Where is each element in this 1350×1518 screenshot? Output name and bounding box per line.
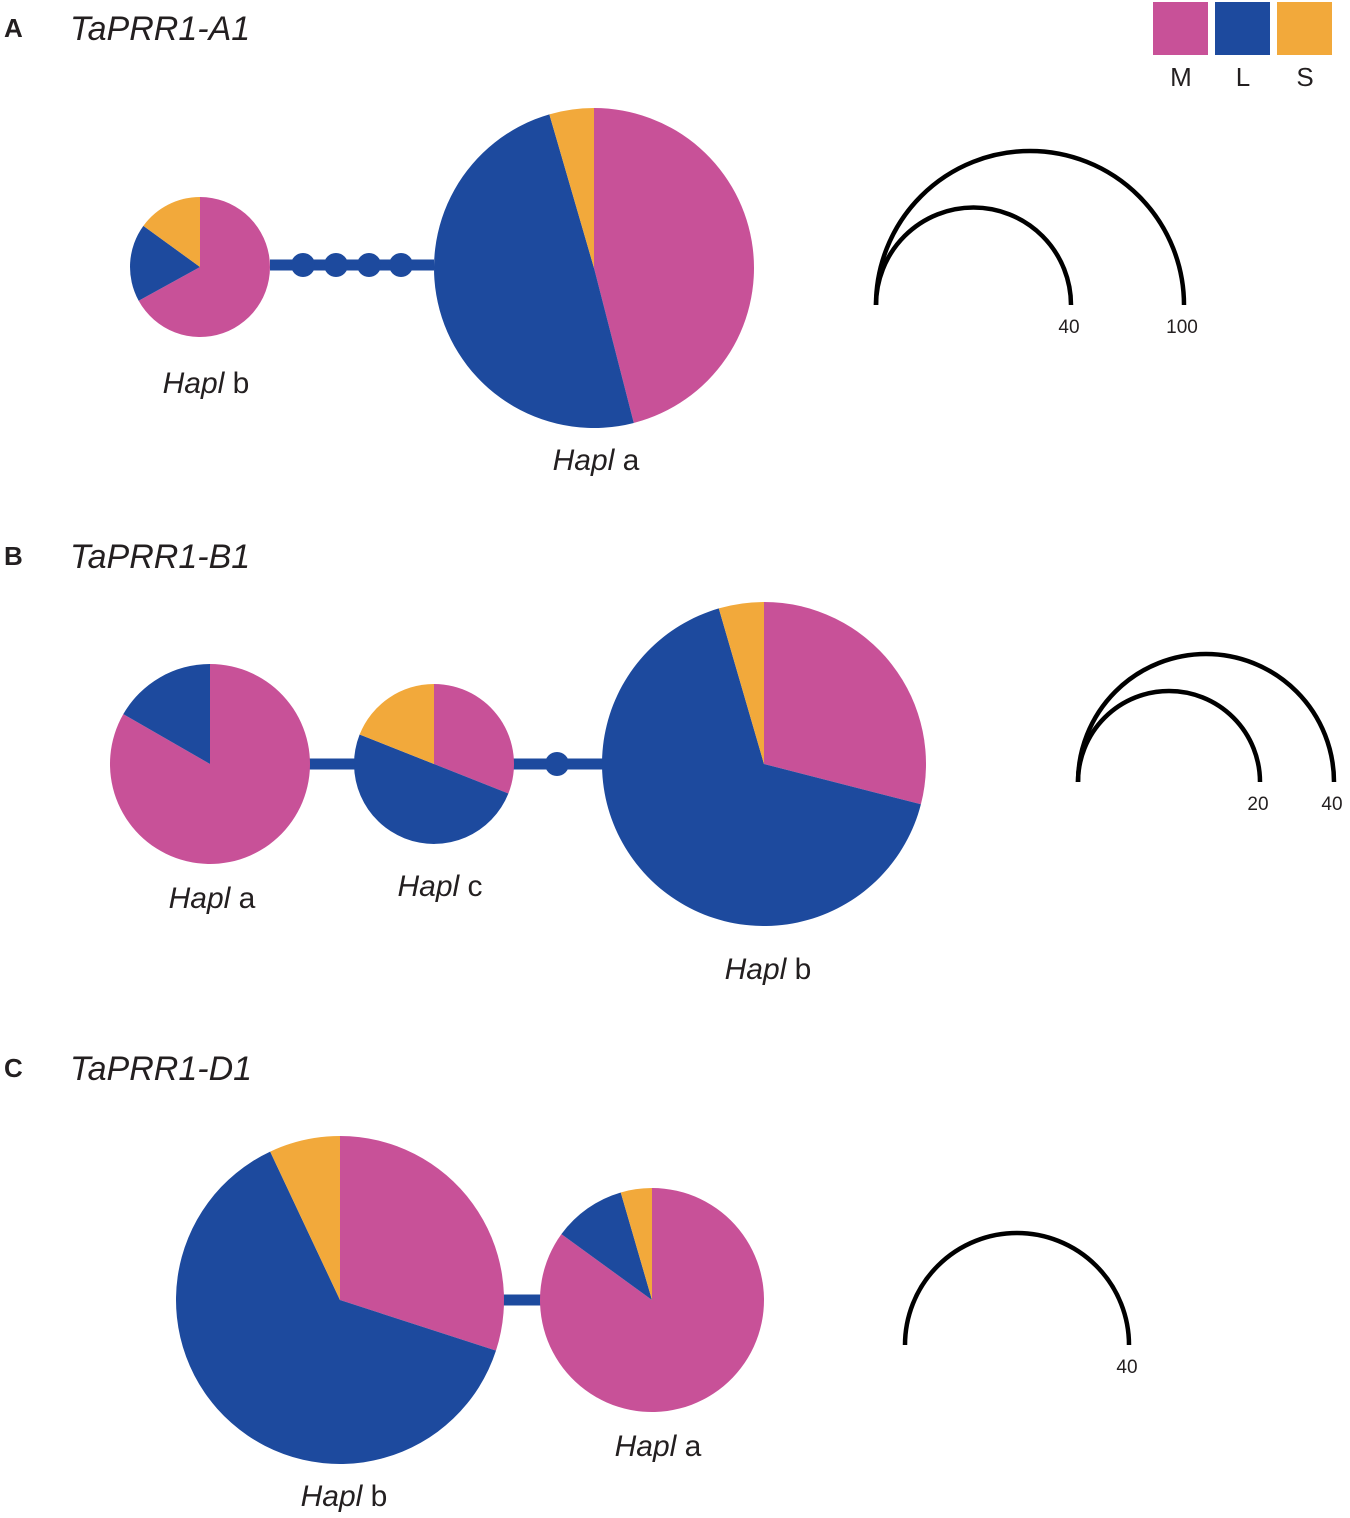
haplotype-prefix: Hapl	[397, 870, 460, 903]
panel-letter: B	[4, 541, 23, 571]
legend-label: S	[1296, 62, 1313, 92]
gene-name: TaPRR1-A1	[70, 10, 250, 48]
legend-swatch	[1277, 2, 1332, 55]
scale-label: 40	[1321, 794, 1342, 815]
pie-slice	[354, 734, 509, 844]
pie-slice	[434, 684, 514, 794]
pie-slice	[620, 1188, 652, 1300]
pie-slice	[718, 602, 764, 764]
haplotype-suffix: b	[795, 953, 812, 986]
scale-arc	[1075, 651, 1337, 783]
pie-slice	[270, 1136, 340, 1300]
gene-name: TaPRR1-D1	[70, 1050, 252, 1088]
mutation-step	[291, 253, 315, 277]
legend-label: M	[1170, 62, 1192, 92]
pie-slice	[594, 108, 754, 423]
pie-slice	[764, 602, 926, 805]
haplotype-label: Hapl c	[397, 870, 482, 903]
mutation-step	[389, 253, 413, 277]
gene-name: TaPRR1-B1	[70, 538, 250, 576]
pie-slice	[143, 197, 200, 267]
pie-slice	[175, 1151, 496, 1464]
pie-slice	[138, 197, 271, 337]
haplotype-suffix: b	[371, 1480, 388, 1513]
pie-slice	[549, 108, 594, 268]
haplotype-prefix: Hapl	[725, 953, 788, 986]
haplotype-prefix: Hapl	[553, 444, 616, 477]
haplotype-suffix: a	[623, 444, 640, 477]
haplotype-prefix: Hapl	[301, 1480, 364, 1513]
haplotype-suffix: c	[468, 870, 483, 903]
haplotype-label: Hapl b	[725, 953, 812, 986]
scale-arc	[873, 148, 1187, 306]
haplotype-prefix: Hapl	[169, 882, 232, 915]
legend-swatch	[1153, 2, 1208, 55]
haplotype-suffix: a	[239, 882, 256, 915]
haplotype-prefix: Hapl	[615, 1430, 678, 1463]
panel-letter: A	[4, 13, 23, 43]
pie-slice	[434, 114, 634, 428]
legend-label: L	[1236, 62, 1250, 92]
mutation-step	[357, 253, 381, 277]
pie-slice	[123, 664, 210, 764]
pie-slice	[130, 225, 200, 301]
scale-arc	[873, 205, 1074, 306]
pie-slice	[601, 608, 921, 926]
haplotype-suffix: b	[233, 367, 250, 400]
scale-label: 20	[1247, 794, 1268, 815]
mutation-step	[545, 752, 569, 776]
haplotype-prefix: Hapl	[163, 367, 226, 400]
haplotype-label: Hapl a	[553, 444, 640, 477]
pie-slice	[561, 1192, 652, 1300]
mutation-step	[324, 253, 348, 277]
pie-slice	[340, 1136, 504, 1351]
legend-swatch	[1215, 2, 1270, 55]
haplotype-label: Hapl b	[163, 367, 250, 400]
scale-label: 40	[1116, 1357, 1137, 1378]
haplotype-suffix: a	[685, 1430, 702, 1463]
haplotype-label: Hapl a	[615, 1430, 702, 1463]
pie-slice	[359, 684, 434, 764]
panel-letter: C	[4, 1053, 23, 1083]
haplotype-label: Hapl b	[301, 1480, 388, 1513]
scale-label: 40	[1058, 317, 1079, 338]
scale-label: 100	[1166, 317, 1198, 338]
haplotype-label: Hapl a	[169, 882, 256, 915]
scale-arc	[902, 1230, 1132, 1346]
scale-arc	[1075, 688, 1263, 783]
